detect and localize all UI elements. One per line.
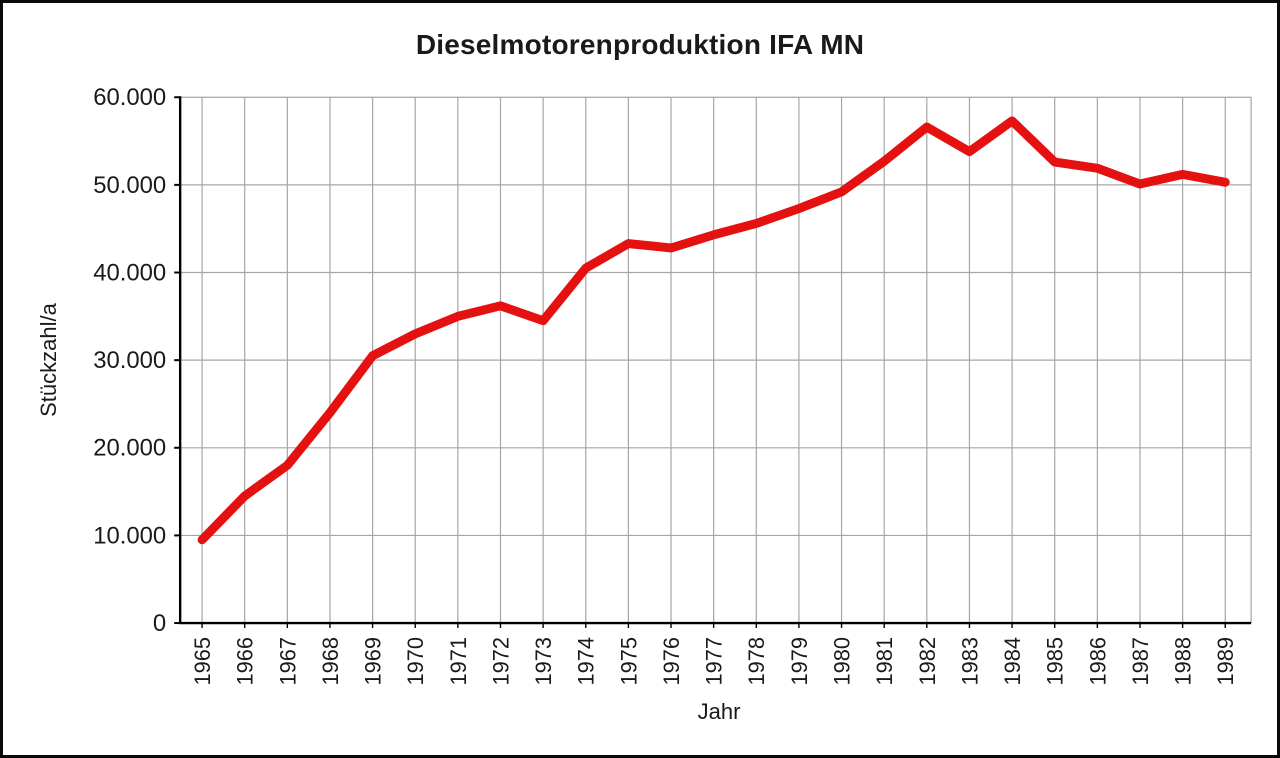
x-tick-label: 1988 (1171, 637, 1196, 686)
x-tick-label: 1975 (616, 637, 641, 686)
x-tick-label: 1973 (531, 637, 556, 686)
chart-title: Dieselmotorenproduktion IFA MN (415, 29, 865, 60)
x-tick-label: 1965 (190, 637, 215, 686)
x-tick-label: 1968 (318, 637, 343, 686)
x-tick-label: 1978 (744, 637, 769, 686)
x-tick-label: 1974 (574, 637, 599, 686)
x-tick-label: 1967 (275, 637, 300, 686)
y-tick-label: 50.000 (93, 172, 166, 199)
x-axis-title: Jahr (697, 699, 741, 724)
x-tick-label: 1979 (787, 637, 812, 686)
y-tick-label: 10.000 (93, 522, 166, 549)
y-tick-label: 30.000 (93, 347, 166, 374)
y-tick-label: 0 (153, 610, 166, 637)
x-tick-label: 1987 (1128, 637, 1153, 686)
x-tick-label: 1966 (233, 637, 258, 686)
x-tick-label: 1985 (1043, 637, 1068, 686)
x-tick-label: 1977 (702, 637, 727, 686)
x-tick-label: 1986 (1085, 637, 1110, 686)
x-tick-label: 1972 (488, 637, 513, 686)
y-tick-label: 40.000 (93, 259, 166, 286)
x-tick-label: 1989 (1213, 637, 1238, 686)
x-tick-label: 1981 (872, 637, 897, 686)
x-tick-label: 1980 (829, 637, 854, 686)
x-tick-label: 1971 (446, 637, 471, 686)
plot-area: 0 10.000 20.000 30.000 40.000 50.000 60.000 196… (93, 84, 1252, 686)
y-tick-label: 20.000 (93, 435, 166, 462)
x-tick-label: 1976 (659, 637, 684, 686)
x-tick-label: 1982 (915, 637, 940, 686)
y-tick-label: 60.000 (93, 84, 166, 111)
x-tick-label: 1983 (957, 637, 982, 686)
x-tick-label: 1984 (1000, 637, 1025, 686)
x-tick-label: 1970 (403, 637, 428, 686)
x-tick-label: 1969 (361, 637, 386, 686)
series-line (197, 116, 1230, 545)
